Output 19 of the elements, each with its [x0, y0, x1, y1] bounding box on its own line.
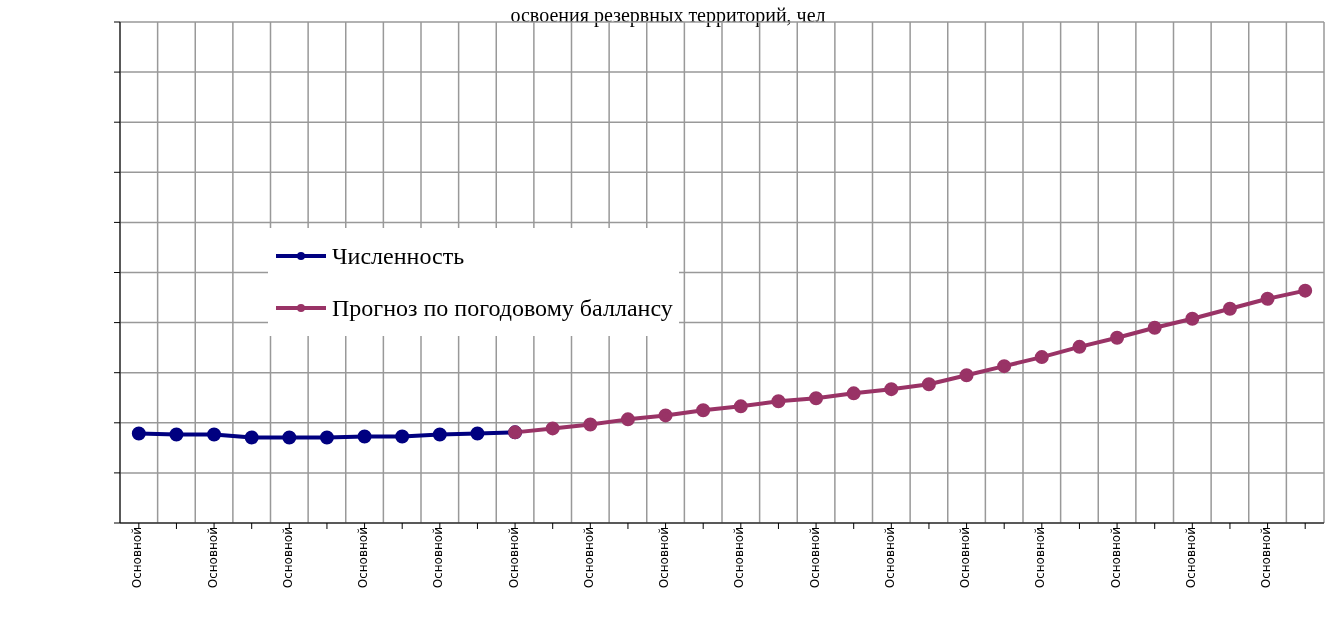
x-tick-label: Основной	[1108, 527, 1123, 589]
x-tick-label: Основной	[1259, 527, 1274, 589]
x-tick-label: Основной	[1183, 527, 1198, 589]
x-tick-label: Основной	[958, 527, 973, 589]
chart-title: освоения резервных территорий, чел	[509, 4, 827, 27]
x-tick-label: Основной	[581, 527, 596, 589]
x-tick-label: Основной	[431, 527, 446, 589]
x-tick-label: Основной	[205, 527, 220, 589]
x-tick-label: Основной	[732, 527, 747, 589]
x-tick-label: Основной	[807, 527, 822, 589]
legend-label: Численность	[332, 242, 465, 270]
x-tick-label: Основной	[506, 527, 521, 589]
x-tick-label: Основной	[882, 527, 897, 589]
x-tick-label: Основной	[1033, 527, 1048, 589]
legend-label: Прогноз по погодовому баллансу	[332, 294, 673, 322]
x-tick-label: Основной	[657, 527, 672, 589]
x-tick-label: Основной	[130, 527, 145, 589]
x-tick-label: Основной	[356, 527, 371, 589]
x-tick-label: Основной	[280, 527, 295, 589]
